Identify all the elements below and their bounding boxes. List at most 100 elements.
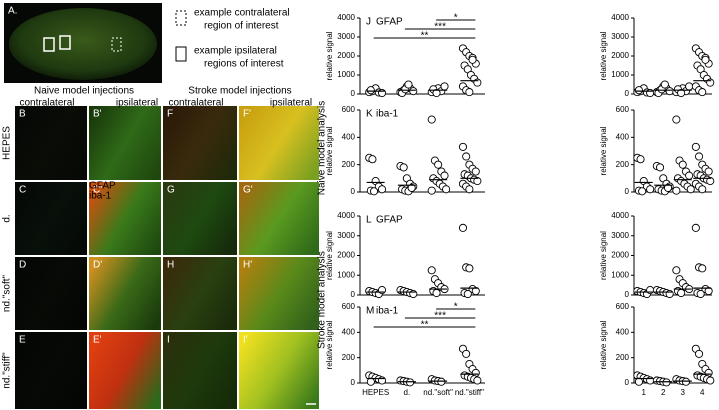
y-tick-label: 4000 — [611, 211, 629, 220]
significance-label: *** — [434, 22, 446, 33]
data-point — [698, 185, 707, 194]
y-tick-label: 4000 — [337, 13, 355, 22]
y-tick-label: 4000 — [337, 211, 355, 220]
y-tick-label: 3000 — [611, 32, 629, 41]
data-point — [465, 185, 474, 194]
data-point — [458, 223, 468, 232]
section-label: Stroke model analysis — [317, 251, 328, 349]
y-axis-label: relative signal — [325, 31, 334, 80]
data-point — [681, 377, 691, 386]
y-axis-label: relative signal — [599, 126, 608, 175]
roi-ipsilateral — [59, 35, 71, 50]
y-tick-label: 3000 — [337, 32, 355, 41]
micrograph — [239, 257, 319, 330]
y-tick-label: 0 — [625, 187, 630, 196]
y-tick-label: 2000 — [611, 251, 629, 260]
data-point — [660, 80, 669, 89]
micrograph — [163, 257, 237, 330]
data-point — [634, 377, 644, 386]
significance-label: ** — [421, 320, 429, 331]
micrograph — [15, 257, 87, 330]
data-point — [706, 177, 715, 186]
x-tick-label: 3 — [681, 388, 686, 397]
data-point — [377, 185, 387, 194]
row-label: HEPES — [2, 126, 13, 160]
section-label: Naive model analysis — [317, 101, 328, 196]
panel-label: F' — [243, 109, 251, 120]
panel-label: E — [19, 335, 26, 346]
y-tick-label: 600 — [342, 105, 356, 114]
x-tick-label: nd."stiff" — [455, 388, 484, 397]
micrograph — [89, 257, 161, 330]
model-header: Stroke model injections — [188, 86, 291, 97]
y-tick-label: 200 — [616, 353, 630, 362]
y-tick-label: 400 — [342, 327, 356, 336]
data-point — [706, 376, 715, 385]
x-tick-label: 1 — [642, 388, 647, 397]
data-point — [463, 289, 472, 299]
column-header: contralateral — [19, 98, 74, 109]
panel-label: H — [167, 260, 174, 271]
x-tick-label: HEPES — [362, 388, 389, 397]
y-tick-label: 1000 — [337, 270, 355, 279]
legend-solid-box — [175, 46, 187, 62]
data-point — [440, 82, 449, 91]
data-point — [440, 171, 449, 180]
panel-label: B — [19, 109, 26, 120]
data-point — [686, 185, 695, 194]
data-point — [465, 264, 474, 273]
data-point — [696, 289, 705, 299]
panel-label: J — [366, 17, 371, 28]
y-axis-label: relative signal — [599, 320, 608, 369]
data-point — [434, 160, 443, 169]
significance-label: * — [454, 302, 458, 313]
data-point — [462, 152, 471, 161]
micrograph — [163, 182, 237, 255]
y-tick-label: 400 — [616, 132, 630, 141]
data-point — [695, 349, 704, 358]
y-tick-label: 3000 — [337, 231, 355, 240]
panel-label: K — [366, 109, 373, 120]
panel-label: C — [19, 185, 26, 196]
y-tick-label: 600 — [342, 302, 356, 311]
data-point — [701, 55, 710, 64]
data-point — [432, 89, 441, 98]
y-tick-label: 0 — [351, 378, 356, 387]
panel-label: D' — [93, 260, 102, 271]
y-tick-label: 0 — [625, 378, 630, 387]
data-point — [427, 115, 436, 124]
micrograph — [89, 182, 161, 255]
y-tick-label: 1000 — [337, 70, 355, 79]
data-point — [646, 89, 655, 98]
legend-text: regions of interest — [204, 59, 284, 70]
data-point — [678, 160, 687, 169]
panel-label: I — [167, 335, 170, 346]
y-tick-label: 2000 — [337, 251, 355, 260]
channel-label: GFAP — [89, 181, 116, 192]
data-point — [646, 185, 655, 194]
data-point — [377, 376, 387, 385]
data-point — [698, 264, 707, 273]
data-point — [366, 86, 375, 95]
y-axis-label: relative signal — [325, 231, 334, 280]
y-axis-label: relative signal — [599, 31, 608, 80]
data-point — [442, 185, 451, 194]
significance-label: ** — [421, 31, 429, 42]
legend-dashed-box — [175, 10, 187, 26]
y-axis-label: relative signal — [599, 231, 608, 280]
data-point — [636, 155, 645, 164]
data-point — [672, 266, 681, 275]
data-point — [404, 80, 413, 89]
y-tick-label: 0 — [625, 89, 630, 98]
data-point — [473, 376, 482, 385]
micrograph — [163, 106, 237, 180]
y-tick-label: 1000 — [611, 70, 629, 79]
y-tick-label: 0 — [351, 187, 356, 196]
data-point — [664, 183, 673, 192]
legend-text: example contralateral — [194, 8, 290, 19]
marker-label: GFAP — [376, 215, 403, 226]
marker-label: GFAP — [376, 17, 403, 28]
micrograph — [239, 106, 319, 180]
panel-label: E' — [93, 335, 102, 346]
